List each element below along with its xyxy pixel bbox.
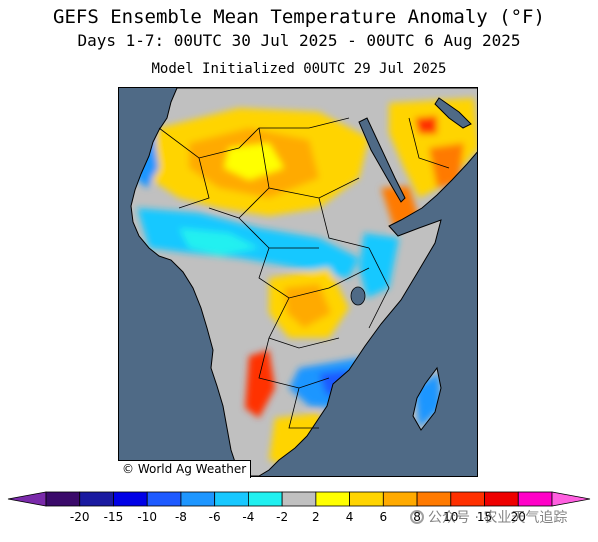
valid-period: Days 1-7: 00UTC 30 Jul 2025 - 00UTC 6 Au… [77, 31, 521, 50]
colorbar-extend-high [551, 491, 591, 507]
coastlines [130, 88, 477, 476]
colorbar-bin [281, 491, 317, 507]
watermark: 公众号 · 农业天气追踪 [410, 507, 567, 527]
colorbar-extend-low [7, 491, 47, 507]
colorbar-bin [484, 491, 519, 507]
colorbar-bin [113, 491, 148, 507]
colorbar-bin [416, 491, 452, 507]
lake-victoria [350, 286, 366, 306]
colorbar-tick-label: -8 [174, 510, 187, 524]
anomaly-cool-east-africa [359, 233, 399, 298]
colorbar-bin [180, 491, 216, 507]
colorbar-bin [247, 491, 283, 507]
map-title: GEFS Ensemble Mean Temperature Anomaly (… [53, 6, 545, 28]
credit-label: © World Ag Weather [118, 460, 252, 478]
colorbar-tick-label: -4 [242, 510, 255, 524]
africa-anomaly-map [130, 88, 477, 476]
colorbar-bin [517, 491, 553, 507]
anomaly-warm-southwest-coast [245, 350, 275, 418]
model-init-line: Model Initialized 00UTC 29 Jul 2025 [151, 61, 447, 77]
colorbar-tick-label: -15 [103, 510, 124, 524]
colorbar-bin [450, 491, 485, 507]
colorbar-tick-label: -6 [208, 510, 221, 524]
colorbar-tick-label: -2 [276, 510, 289, 524]
persian-gulf [434, 97, 472, 129]
colorbar-tick-label: 4 [345, 510, 354, 524]
anomaly-cool-madagascar [415, 373, 441, 428]
colorbar-bin [315, 491, 351, 507]
map-panel [118, 87, 478, 477]
colorbar-tick-label: 20 [510, 510, 526, 524]
red-sea [358, 117, 406, 203]
colorbar-tick-label: -20 [69, 510, 90, 524]
colorbar-bin [79, 491, 114, 507]
colorbar-bin [382, 491, 418, 507]
colorbar-tick-label: 6 [379, 510, 388, 524]
anomaly-warm-south-africa [269, 413, 329, 468]
colorbar-tick-label: 10 [443, 510, 459, 524]
wechat-icon [410, 510, 424, 524]
country-borders [158, 117, 450, 429]
colorbar-tick-label: -10 [137, 510, 157, 524]
colorbar-tick-label: 2 [312, 510, 320, 524]
colorbar-tick-label: 15 [476, 510, 493, 524]
colorbar [7, 491, 591, 507]
colorbar-bin [214, 491, 249, 507]
colorbar-bin [146, 491, 182, 507]
colorbar-bin [349, 491, 384, 507]
colorbar-bin [45, 491, 81, 507]
